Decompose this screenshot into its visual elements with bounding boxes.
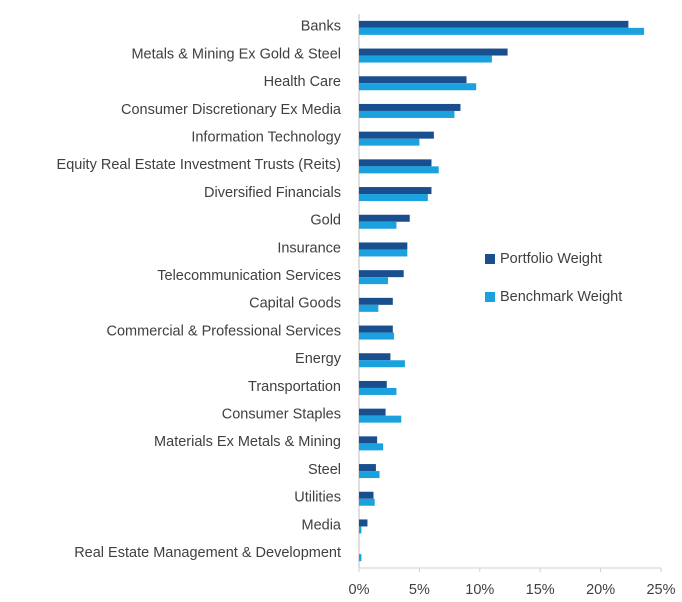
bar (359, 415, 402, 423)
y-tick-label: Information Technology (191, 129, 341, 145)
y-tick-label: Real Estate Management & Development (74, 545, 341, 561)
bar (359, 27, 645, 35)
y-tick-label: Steel (308, 462, 341, 478)
y-tick-label: Media (302, 517, 342, 533)
bar (359, 304, 379, 312)
y-tick-label: Banks (301, 19, 341, 35)
bar (359, 464, 376, 472)
bar (359, 20, 629, 28)
bar (359, 103, 461, 111)
bar (359, 110, 455, 118)
y-tick-label: Energy (295, 351, 342, 367)
y-tick-label: Transportation (248, 379, 341, 395)
bar (359, 221, 397, 229)
bar (359, 387, 397, 395)
bar (359, 519, 368, 527)
x-tick-label: 25% (646, 582, 675, 598)
y-tick-label: Consumer Staples (222, 406, 341, 422)
y-tick-label: Capital Goods (249, 296, 341, 312)
bar (359, 214, 410, 222)
bar (359, 249, 408, 257)
y-tick-label: Materials Ex Metals & Mining (154, 434, 341, 450)
y-tick-label: Equity Real Estate Investment Trusts (Re… (57, 157, 341, 173)
y-tick-label: Telecommunication Services (157, 268, 341, 284)
bar (359, 360, 405, 368)
bar (359, 277, 388, 285)
y-tick-label: Consumer Discretionary Ex Media (121, 102, 342, 118)
bar (359, 131, 434, 139)
legend-swatch (485, 292, 495, 302)
bar (359, 471, 380, 479)
y-tick-label: Health Care (264, 74, 341, 90)
x-tick-label: 10% (465, 582, 494, 598)
bar (359, 498, 375, 506)
x-tick-label: 0% (349, 582, 370, 598)
y-tick-label: Metals & Mining Ex Gold & Steel (131, 46, 341, 62)
y-tick-label: Utilities (294, 490, 341, 506)
bar (359, 166, 439, 174)
y-tick-label: Gold (310, 213, 341, 229)
legend-label: Portfolio Weight (500, 251, 602, 267)
bar (359, 325, 393, 333)
bar (359, 436, 378, 444)
bar (359, 48, 508, 56)
bar (359, 408, 386, 416)
bar (359, 55, 492, 63)
x-tick-label: 15% (526, 582, 555, 598)
y-tick-label: Commercial & Professional Services (107, 323, 342, 339)
legend-swatch (485, 254, 495, 264)
bar (359, 83, 477, 91)
legend-label: Benchmark Weight (500, 289, 622, 305)
x-tick-label: 5% (409, 582, 430, 598)
y-tick-label: Insurance (277, 240, 341, 256)
bar (359, 159, 432, 167)
bar (359, 554, 362, 562)
bar (359, 526, 362, 534)
y-tick-label: Diversified Financials (204, 185, 341, 201)
bar (359, 380, 387, 388)
bar (359, 138, 420, 146)
bar (359, 270, 404, 278)
bar (359, 187, 432, 195)
bar (359, 242, 408, 250)
bar (359, 76, 467, 84)
bar (359, 332, 395, 340)
bar (359, 353, 391, 361)
x-tick-label: 20% (586, 582, 615, 598)
bar (359, 297, 393, 305)
bar (359, 443, 384, 451)
bar (359, 194, 428, 202)
bar (359, 491, 374, 499)
